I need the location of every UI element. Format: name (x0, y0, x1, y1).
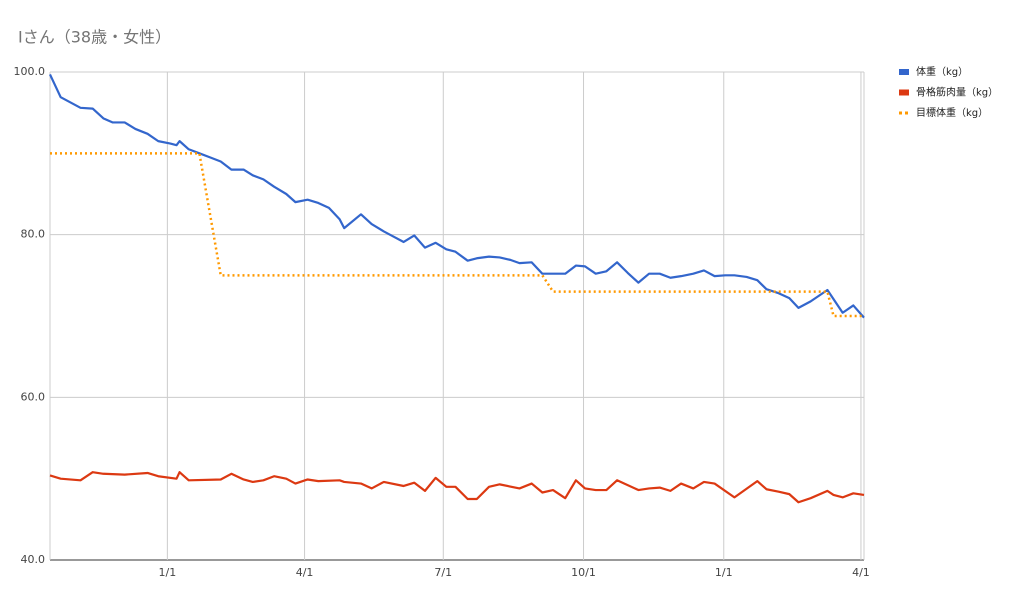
y-tick-label: 80.0 (21, 228, 46, 241)
legend-label: 骨格筋肉量（kg） (916, 86, 998, 99)
series-line (49, 73, 865, 319)
y-tick-label: 100.0 (14, 65, 46, 78)
legend: 体重（kg） 骨格筋肉量（kg） 目標体重（kg） (899, 65, 998, 119)
x-tick-label: 4/1 (852, 566, 870, 579)
legend-label: 体重（kg） (916, 65, 968, 78)
legend-swatch (899, 69, 909, 75)
x-tick-label: 4/1 (296, 566, 314, 579)
series-line (50, 152, 864, 318)
x-tick-label: 1/1 (159, 566, 177, 579)
chart-title: Iさん（38歳・女性） (18, 28, 171, 47)
legend-swatch (899, 89, 909, 96)
series-line (49, 471, 865, 504)
legend-label: 目標体重（kg） (916, 106, 988, 119)
y-tick-label: 60.0 (21, 390, 46, 403)
x-tick-label: 1/1 (715, 566, 733, 579)
y-tick-label: 40.0 (21, 553, 46, 566)
x-tick-label: 7/1 (434, 566, 452, 579)
x-tick-label: 10/1 (571, 566, 596, 579)
